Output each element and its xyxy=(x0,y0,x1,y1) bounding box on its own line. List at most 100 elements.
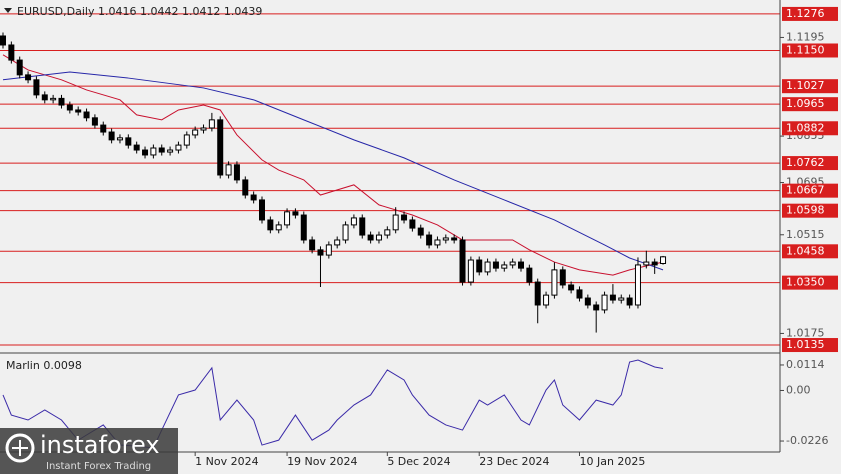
level-label: 1.0762 xyxy=(786,156,825,169)
candle-body xyxy=(568,284,575,291)
candle-body xyxy=(609,294,616,301)
candle-body xyxy=(83,111,90,119)
candle-body xyxy=(350,217,357,226)
candle-body xyxy=(225,164,232,176)
candle-body xyxy=(233,164,240,181)
level-label-box xyxy=(782,203,838,218)
candle-body xyxy=(626,297,633,306)
candle-body xyxy=(317,249,324,256)
candle-body xyxy=(559,269,566,286)
watermark-brand: instaforex xyxy=(40,431,160,459)
candle-body xyxy=(476,259,483,273)
candle-body xyxy=(409,219,416,229)
candle-body xyxy=(593,304,600,311)
collapse-arrow xyxy=(4,8,12,13)
candle-body xyxy=(501,264,508,269)
level-label: 1.0882 xyxy=(786,121,825,134)
candle-body xyxy=(267,219,274,231)
moving-average xyxy=(2,54,664,276)
x-tick-label: 10 Jan 2025 xyxy=(579,455,645,468)
candle-body xyxy=(200,127,207,131)
candle-body xyxy=(150,147,157,156)
candle-body xyxy=(125,137,132,146)
y-tick-label: 1.1195 xyxy=(786,30,825,43)
candle-body xyxy=(417,227,424,236)
y-tick-label: 1.0515 xyxy=(786,228,825,241)
oscillator-title: Marlin 0.0098 xyxy=(6,359,82,372)
candle-body xyxy=(459,239,466,283)
level-label-box xyxy=(782,183,838,198)
x-tick-label: 23 Dec 2024 xyxy=(479,455,549,468)
candle-body xyxy=(392,214,399,231)
candle-body xyxy=(116,137,123,141)
level-label: 1.1150 xyxy=(786,43,825,56)
x-tick-label: 19 Nov 2024 xyxy=(287,455,357,468)
candle-body xyxy=(543,294,550,306)
candle-body xyxy=(526,267,533,283)
candle-body xyxy=(467,259,474,283)
level-label-box xyxy=(782,156,838,171)
candle-body xyxy=(242,179,249,196)
candle-body xyxy=(58,97,65,106)
candle-body xyxy=(8,44,15,61)
candle-body xyxy=(384,229,391,236)
candle-body xyxy=(367,234,374,241)
level-label: 1.0458 xyxy=(786,244,825,257)
candle-body xyxy=(634,264,641,306)
level-label-box xyxy=(782,121,838,136)
candle-body xyxy=(66,104,73,111)
y2-tick-label: 0.00 xyxy=(786,383,811,396)
candle-body xyxy=(643,261,650,266)
candle-body xyxy=(100,124,107,133)
moving-average xyxy=(2,71,664,271)
candle-body xyxy=(284,211,291,226)
candle-body xyxy=(451,237,458,241)
candle-body xyxy=(133,144,140,151)
watermark-icon xyxy=(5,433,35,463)
candle-body xyxy=(309,239,316,251)
candle-body xyxy=(33,79,40,96)
watermark-box xyxy=(0,428,178,474)
candle-body xyxy=(492,261,499,269)
candle-body xyxy=(167,149,174,153)
x-tick-label: 5 Dec 2024 xyxy=(387,455,450,468)
candle-body xyxy=(16,59,23,76)
level-label: 1.0965 xyxy=(786,97,825,110)
level-label: 1.0135 xyxy=(786,338,825,351)
candle-body xyxy=(217,119,224,176)
candle-body xyxy=(108,131,115,141)
candle-body xyxy=(250,194,257,201)
candle-body xyxy=(192,129,199,136)
candle-body xyxy=(584,297,591,306)
candle-body xyxy=(660,256,667,264)
candle-body xyxy=(434,239,441,246)
candle-body xyxy=(442,237,449,241)
level-label-box xyxy=(782,6,838,21)
candle-body xyxy=(158,147,165,153)
level-label-box xyxy=(782,275,838,290)
candle-body xyxy=(300,214,307,241)
candle-body xyxy=(375,234,382,241)
candle-body xyxy=(50,97,57,101)
candle-body xyxy=(401,214,408,221)
watermark: instaforex Instant Forex Trading xyxy=(0,428,178,474)
candle-body xyxy=(91,117,98,126)
candle-body xyxy=(426,234,433,246)
candle-body xyxy=(509,261,516,266)
y2-tick-label: 0.0114 xyxy=(786,358,825,371)
level-label: 1.0667 xyxy=(786,184,825,197)
level-label-box xyxy=(782,244,838,259)
candle-body xyxy=(601,294,608,311)
candle-body xyxy=(551,269,558,296)
candle-body xyxy=(41,94,48,101)
candle-body xyxy=(142,149,149,156)
candle-body xyxy=(259,199,265,221)
level-label-box xyxy=(782,97,838,112)
candle-body xyxy=(359,217,366,236)
candle-body xyxy=(208,119,215,129)
candle-body xyxy=(292,211,299,216)
chart-title: EURUSD,Daily 1.0416 1.0442 1.0412 1.0439 xyxy=(17,5,262,18)
level-label-box xyxy=(782,43,838,58)
